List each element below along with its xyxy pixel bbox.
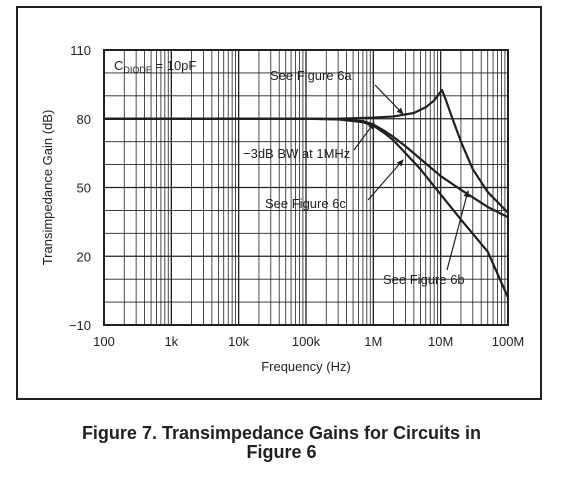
x-tick-label: 1M <box>364 334 382 349</box>
arrow-figure-6a <box>374 84 404 115</box>
y-tick-labels: 110 80 50 20 −10 <box>69 43 91 333</box>
arrow-figure-6c <box>367 159 404 201</box>
plot-frame <box>103 49 509 326</box>
y-axis-label: Transimpedance Gain (dB) <box>40 110 55 266</box>
x-tick-label: 100k <box>292 334 321 349</box>
x-axis-label: Frequency (Hz) <box>261 359 351 374</box>
caption-line-2: Figure 6 <box>246 442 317 462</box>
diode-capacitance-label: CDIODE = 10pF <box>114 58 196 75</box>
series-line-3 <box>104 117 510 298</box>
x-tick-label: 100 <box>93 334 115 349</box>
caption-line-1: Figure 7. Transimpedance Gains for Circu… <box>81 423 482 443</box>
annotation-arrows <box>353 84 470 271</box>
x-tick-label: 100M <box>492 334 525 349</box>
x-tick-label: 1k <box>164 334 178 349</box>
diode-value: = 10pF <box>152 58 197 73</box>
diode-c-symbol: C <box>114 58 123 73</box>
diode-subscript: DIODE <box>123 65 152 75</box>
y-tick-label: 50 <box>77 181 91 196</box>
annotation-figure-6c: See Figure 6c <box>265 196 346 211</box>
y-tick-label: 110 <box>70 43 91 58</box>
chart: 100 1k 10k 100k 1M 10M 100M 110 80 50 20 −10 CDIOD… <box>40 43 524 374</box>
figure-caption: Figure 7. Transimpedance Gains for Circu… <box>0 424 563 462</box>
y-tick-label: 20 <box>77 249 91 264</box>
x-tick-labels: 100 1k 10k 100k 1M 10M 100M <box>93 334 524 349</box>
annotation-figure-6b: See Figure 6b <box>383 272 465 287</box>
y-tick-label: −10 <box>69 318 91 333</box>
x-tick-label: 10k <box>228 334 249 349</box>
arrow-3db-bandwidth <box>353 122 375 151</box>
x-tick-label: 10M <box>428 334 453 349</box>
annotation-figure-6a: See Figure 6a <box>270 68 352 83</box>
annotation-3db-bandwidth: −3dB BW at 1MHz <box>243 146 350 161</box>
series-group <box>104 89 510 298</box>
y-tick-label: 80 <box>77 112 91 127</box>
arrow-figure-6b <box>446 190 470 271</box>
